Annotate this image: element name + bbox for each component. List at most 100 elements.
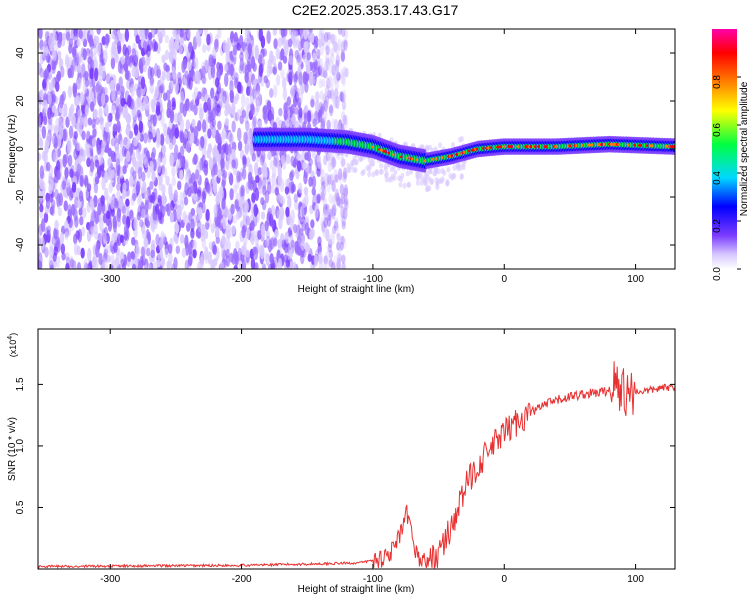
spectrogram-cell xyxy=(227,131,233,142)
spectrogram-cell xyxy=(106,113,112,123)
spectrogram-cell xyxy=(272,66,277,75)
spectrogram-cell xyxy=(119,139,125,150)
spectrogram-cell xyxy=(78,29,83,39)
spectrogram-cell xyxy=(442,169,447,176)
spectrogram-cell xyxy=(110,169,115,179)
spectrogram-cell xyxy=(79,91,85,106)
spectrogram-cell xyxy=(328,156,334,167)
spectrogram-cell xyxy=(329,83,334,93)
spectrogram-cell xyxy=(45,198,51,210)
spectrogram-cell xyxy=(137,166,143,180)
spectrogram-cell xyxy=(164,248,169,259)
spectrogram-cell xyxy=(178,44,183,55)
spectrogram-cell xyxy=(326,118,331,131)
spectrogram-cell xyxy=(227,152,232,164)
spectrogram-cell xyxy=(151,170,156,182)
spectrogram-cell xyxy=(107,167,112,181)
spectrogram-cell xyxy=(117,45,122,54)
spectrogram-cell xyxy=(260,224,266,238)
spectrogram-cell xyxy=(108,82,114,91)
spectrogram-cell xyxy=(323,155,328,166)
spectrogram-cell xyxy=(319,63,324,77)
spectrogram-cell xyxy=(210,64,216,79)
spectrogram-cell xyxy=(229,132,234,146)
spectrogram-cell xyxy=(143,237,148,249)
spectrogram-cell xyxy=(38,100,42,112)
spectrogram-cell xyxy=(202,44,207,54)
spectrogram-cell xyxy=(92,128,97,138)
spectrogram-cell xyxy=(343,198,348,209)
x-tick-label: -100 xyxy=(363,274,383,285)
spectrogram-cell xyxy=(77,228,83,243)
spectrogram-cell xyxy=(298,71,303,86)
spectrogram-cell xyxy=(61,180,66,190)
spectrogram-cell xyxy=(141,56,146,66)
spectrogram-cell xyxy=(204,252,209,264)
spectrogram-cell xyxy=(143,264,149,269)
spectrogram-cell xyxy=(39,179,45,190)
spectrogram-cell xyxy=(329,173,334,186)
spectrogram-cell xyxy=(324,172,329,187)
spectrogram-cell xyxy=(121,145,127,158)
spectrogram-cell xyxy=(156,259,161,268)
spectrogram-cell xyxy=(39,210,44,219)
spectrogram-cell xyxy=(302,248,307,258)
spectrogram-cell xyxy=(322,260,327,269)
spectrogram-cell xyxy=(342,171,347,183)
spectrogram-cell xyxy=(59,94,64,109)
colorbar-label: Normalized spectral amplitude xyxy=(739,81,750,216)
spectrogram-cell xyxy=(344,114,349,126)
spectrogram-cell xyxy=(41,125,47,139)
spectrogram-cell xyxy=(325,45,330,55)
spectrogram-cell xyxy=(138,120,144,134)
spectrogram-cell xyxy=(247,63,252,73)
spectrogram-cell xyxy=(325,87,330,96)
spectrogram-cell xyxy=(438,142,443,149)
spectrogram-cell xyxy=(99,120,104,130)
spectrogram-cell xyxy=(254,262,259,269)
spectrogram-cell xyxy=(338,173,344,184)
spectrogram-cell xyxy=(77,121,82,133)
spectrogram-cell xyxy=(247,179,252,190)
spectrogram-cell xyxy=(244,29,250,39)
spectrogram-cell xyxy=(112,215,117,230)
spectrogram-cell xyxy=(321,221,326,233)
spectrogram-cell xyxy=(137,193,142,207)
spectrogram-cell xyxy=(262,176,267,190)
spectrogram-cell xyxy=(340,52,346,63)
spectrogram-cell xyxy=(64,231,69,240)
spectrogram-cell xyxy=(337,168,343,181)
spectrogram-cell xyxy=(336,232,341,242)
spectrogram-cell xyxy=(235,93,240,102)
spectrogram-cell xyxy=(166,71,171,82)
spectrogram-cell xyxy=(222,143,227,153)
spectrogram-cell xyxy=(38,115,41,129)
spectrogram-cell xyxy=(277,172,282,187)
spectrogram-cell xyxy=(335,54,341,67)
spectrogram-cell xyxy=(71,114,76,128)
spectrogram-cell xyxy=(420,143,425,150)
spectrogram-cell xyxy=(319,185,324,199)
spectrogram-cell xyxy=(330,206,335,217)
spectrogram-cell xyxy=(270,185,275,194)
spectrogram-cell xyxy=(262,48,267,57)
spectrogram-cell xyxy=(152,260,158,269)
spectrogram-cell xyxy=(165,64,170,73)
spectrogram-cell xyxy=(326,32,332,46)
spectrogram-cell xyxy=(146,50,152,63)
spectrogram-cell xyxy=(293,193,299,203)
spectrogram-cell xyxy=(221,95,227,109)
spectrogram-cell xyxy=(341,262,346,269)
spectrogram-cell xyxy=(341,99,347,111)
spectrogram-cell xyxy=(179,29,184,39)
spectrogram-cell xyxy=(318,251,323,265)
spectrogram-cell xyxy=(77,64,82,74)
spectrogram-cell xyxy=(336,241,341,251)
spectrogram-cell xyxy=(303,112,308,125)
spectrogram-cell xyxy=(170,263,176,269)
spectrogram-cell xyxy=(199,256,204,269)
spectrogram-cell xyxy=(122,214,127,225)
spectrogram-cell xyxy=(111,104,116,115)
spectrogram-cell xyxy=(341,254,346,264)
